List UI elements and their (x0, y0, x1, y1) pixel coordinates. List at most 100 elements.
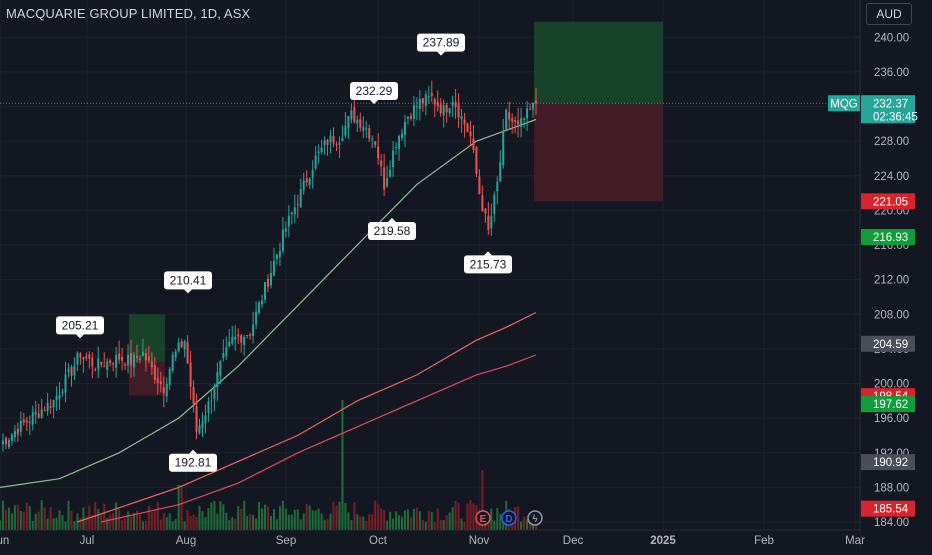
candle-body (296, 204, 299, 206)
candle-body (341, 138, 344, 142)
candle-body (82, 356, 85, 360)
volume-bar (332, 501, 335, 530)
candle-body (272, 261, 275, 276)
volume-bar (195, 516, 198, 530)
time-axis[interactable]: Jun Jul Aug Sep Oct Nov Dec 2025 Feb Mar (0, 529, 865, 550)
volume-bar (445, 515, 448, 530)
price-label-text: 216.93 (873, 232, 908, 244)
volume-bar (380, 508, 383, 530)
volume-bar (418, 511, 421, 530)
volume-bar (466, 503, 469, 530)
price-annotation: 232.29 (350, 82, 398, 105)
candle-body (106, 361, 109, 370)
annotation-pointer (388, 218, 396, 223)
y-tick-label: 212.00 (874, 275, 909, 287)
x-tick-label: Dec (563, 535, 584, 547)
volume-bar (207, 508, 210, 530)
volume-bar (317, 508, 320, 530)
volume-bar (320, 513, 323, 530)
candle-body (243, 336, 246, 345)
candle-body (198, 425, 201, 434)
candle-body (275, 254, 278, 259)
candle-body (4, 437, 7, 445)
price-axis[interactable]: 184.00188.00192.00196.00200.00204.00208.… (828, 0, 918, 550)
candle-body (255, 311, 258, 325)
candle-body (475, 147, 478, 174)
y-tick-label: 236.00 (874, 67, 909, 79)
volume-bar (258, 501, 261, 530)
volume-bar (240, 509, 243, 530)
candle-body (258, 302, 261, 314)
candle-body (374, 141, 377, 145)
candle-body (58, 395, 61, 399)
volume-bar (439, 519, 442, 530)
x-tick-label: Jul (80, 535, 95, 547)
ticker-symbol-box (828, 95, 860, 112)
candle-body (118, 353, 121, 360)
candle-body (415, 106, 418, 108)
candle-body (165, 384, 168, 397)
candle-body (49, 406, 52, 408)
marker-label: E (480, 514, 487, 525)
volume-bar (398, 515, 401, 530)
candle-body (520, 118, 523, 128)
currency-button[interactable]: AUD (866, 3, 912, 25)
volume-bar (150, 511, 153, 530)
ticker-price: 232.37 (873, 98, 908, 110)
candle-body (433, 98, 436, 105)
candle-body (55, 395, 58, 401)
candle-body (314, 155, 317, 169)
volume-bar (281, 500, 284, 530)
price-label-box (861, 500, 915, 517)
volume-bar (85, 516, 88, 530)
candle-body (406, 116, 409, 119)
volume-bar (112, 512, 115, 530)
candle-body (162, 387, 165, 394)
volume-bar (37, 511, 40, 530)
annotation-pointer (76, 334, 84, 339)
volume-bar (147, 505, 150, 530)
volume-bar (67, 500, 70, 530)
candle-body (320, 147, 323, 152)
event-marker-e[interactable]: E (475, 510, 491, 526)
volume-bar (130, 516, 133, 530)
volume-bar (49, 507, 52, 530)
volume-bar (189, 515, 192, 530)
candle-body (34, 411, 37, 415)
annotation-label: 215.73 (470, 257, 507, 271)
volume-bar (305, 503, 308, 530)
volume-bar (118, 509, 121, 530)
candle-body (299, 189, 302, 208)
volume-bar (338, 501, 341, 530)
volume-bar (496, 508, 499, 530)
candle-body (150, 361, 153, 368)
volume-bars (0, 400, 537, 530)
event-marker-split[interactable]: ϟ (527, 510, 543, 526)
candle-body (484, 208, 487, 214)
volume-bar (302, 513, 305, 530)
candle-body (481, 195, 484, 212)
candle-body (395, 146, 398, 148)
candle-body (490, 216, 493, 229)
volume-bar (472, 503, 475, 530)
volume-bar (344, 502, 347, 530)
x-tick-label: Aug (176, 535, 196, 547)
x-tick-label: Oct (369, 535, 388, 547)
volume-bar (424, 521, 427, 530)
y-tick-label: 200.00 (874, 379, 909, 391)
candle-body (79, 353, 82, 358)
candle-body (228, 341, 231, 347)
candle-body (269, 272, 272, 286)
candle-body (350, 110, 353, 120)
event-marker-d[interactable]: D (501, 510, 517, 526)
volume-bar (374, 500, 377, 530)
volume-bar (19, 510, 22, 530)
candle-body (529, 108, 532, 110)
candle-body (127, 354, 130, 366)
volume-bar (210, 502, 213, 530)
candle-body (460, 115, 463, 120)
ticker-price-box (861, 95, 915, 124)
